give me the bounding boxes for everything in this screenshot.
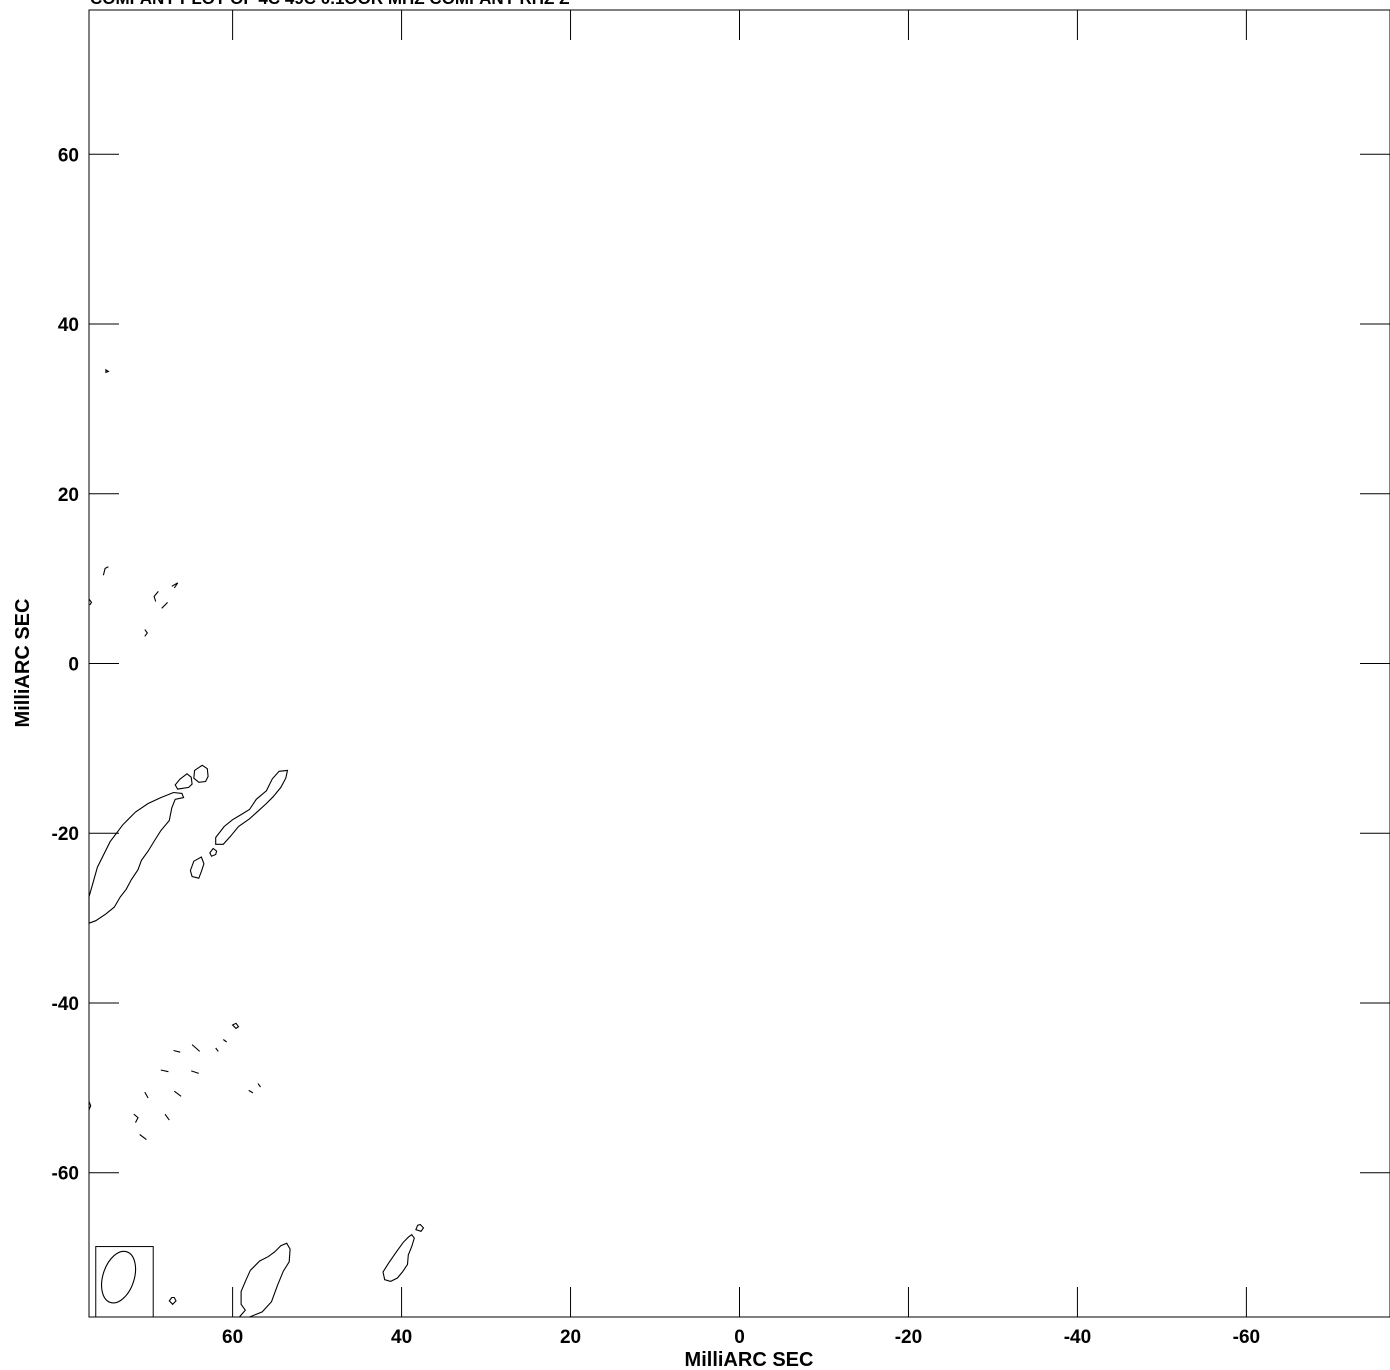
contour-jet-center-knot-b: [209, 847, 218, 857]
contour-faint-top-arc-2: [88, 598, 93, 606]
contour-jet-center-knot-a: [189, 856, 205, 879]
contour-faint-lower-4: [160, 1069, 169, 1073]
x-tick-label: 0: [734, 1327, 745, 1348]
contour-faint-lower-2: [191, 1044, 201, 1052]
plot-title: COMPANY PLOT OF 4C 49C 0.1OOR MHZ COMPAN…: [90, 0, 570, 8]
y-tick-label: -60: [52, 1164, 79, 1185]
contour-faint-dot-top: [105, 368, 110, 374]
y-tick-labels: 60 40 20 0 -20 -40 -60: [52, 145, 79, 1184]
x-tick-label: -60: [1233, 1327, 1260, 1348]
contour-bottom-dot: [168, 1296, 177, 1306]
x-tick-labels: 60 40 20 0 -20 -40 -60: [222, 1327, 1260, 1348]
contour-faint-top-arc: [102, 566, 109, 576]
contour-faint-lower-8: [133, 1113, 139, 1123]
contour-bottom-lobe-mid: [382, 1233, 415, 1282]
contour-faint-lower-3: [215, 1047, 219, 1052]
contour-jet-center-strand: [215, 769, 289, 845]
y-tick-label: 60: [58, 145, 79, 166]
contour-faint-lower-9: [164, 1113, 170, 1121]
y-tick-label: -40: [52, 994, 79, 1015]
beam-indicator: [95, 1246, 154, 1318]
beam-box: [95, 1246, 154, 1318]
x-tick-label: -40: [1064, 1327, 1091, 1348]
contour-faint-lower-12: [222, 1039, 228, 1043]
contour-main-jet-left: [88, 791, 185, 924]
contour-main-jet-knot-a: [193, 764, 209, 783]
contour-faint-lower-11: [231, 1022, 240, 1030]
contour-main-jet-knot-b: [174, 773, 193, 790]
x-axis-title: MilliARC SEC: [685, 1349, 814, 1370]
contour-bottom-knot-mid: [415, 1223, 425, 1232]
contour-lines: [88, 368, 425, 1318]
y-tick-label: 0: [68, 655, 79, 676]
contour-faint-lower-6: [173, 1090, 182, 1097]
contour-faint-lower-1: [173, 1049, 181, 1053]
contour-faint-lower-14: [257, 1083, 261, 1088]
plot-frame: [88, 9, 1390, 1318]
contour-faint-mid-arc: [144, 629, 148, 637]
axis-ticks: [89, 10, 1390, 1317]
y-axis-title: MilliARC SEC: [12, 599, 34, 728]
contour-faint-lower-5: [144, 1091, 149, 1099]
y-tick-label: -20: [52, 824, 79, 845]
contour-faint-left-edge: [88, 1101, 92, 1111]
x-tick-label: 20: [560, 1327, 581, 1348]
x-tick-label: 60: [222, 1327, 243, 1348]
contour-faint-upper-arc-3: [161, 602, 168, 609]
contour-bottom-lobe-left: [238, 1242, 291, 1318]
y-tick-label: 40: [58, 315, 79, 336]
contour-faint-upper-arc-2: [171, 582, 179, 589]
contour-faint-lower-10: [139, 1134, 147, 1141]
x-tick-label: 40: [391, 1327, 412, 1348]
y-tick-label: 20: [58, 485, 79, 506]
x-tick-label: -20: [895, 1327, 922, 1348]
beam-ellipse: [101, 1250, 137, 1304]
contour-faint-lower-7: [191, 1070, 199, 1074]
contour-faint-lower-13: [248, 1089, 254, 1094]
contour-faint-upper-arc: [153, 591, 159, 602]
